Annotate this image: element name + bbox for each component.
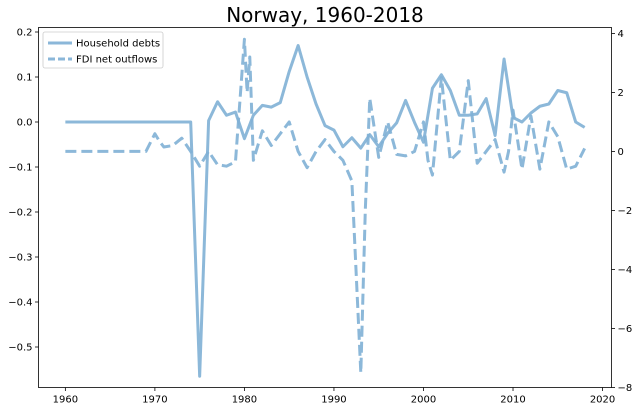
y-left-tick-label: −0.3 [8,253,32,264]
x-tick-label: 2010 [500,395,525,406]
legend: Household debts FDI net outflows [42,31,164,69]
series-layer [65,37,586,378]
y-left-tick-label: −0.4 [8,298,32,309]
y-left-tick-label: −0.5 [8,343,32,354]
chart-title: Norway, 1960-2018 [226,3,424,27]
legend-label: Household debts [76,39,160,50]
y-left-tick-label: 0.1 [17,73,33,84]
y-left-tick-label: −0.1 [8,163,32,174]
y-left-tick-label: 0.2 [17,28,33,39]
y-right-tick-label: −6 [618,324,633,335]
x-tick-label: 1980 [232,395,257,406]
axes-frame [38,27,612,388]
x-axis: 1960 1970 1980 1990 2000 2010 2020 [53,387,615,406]
y-right-tick-label: −4 [618,265,633,276]
x-tick-label: 1970 [142,395,167,406]
y-right-tick-label: −2 [618,206,633,217]
x-tick-label: 2000 [411,395,436,406]
series-line-household-debts [65,44,586,378]
y-left-tick-label: −0.2 [8,208,32,219]
x-tick-label: 1960 [53,395,78,406]
legend-box [42,31,164,69]
legend-label: FDI net outflows [76,55,157,66]
x-tick-label: 2020 [590,395,615,406]
y-right-tick-label: 0 [618,147,624,158]
x-tick-label: 1990 [321,395,346,406]
y-right-tick-label: −8 [618,383,633,394]
y-right-tick-label: 4 [618,29,624,40]
y-axis-left: 0.2 0.1 0.0 −0.1 −0.2 −0.3 −0.4 −0.5 [8,28,39,354]
y-axis-right: 4 2 0 −2 −4 −6 −8 [611,29,633,394]
series-line-fdi-net-outflows [65,37,586,375]
y-left-tick-label: 0.0 [17,118,33,129]
y-right-tick-label: 2 [618,88,624,99]
